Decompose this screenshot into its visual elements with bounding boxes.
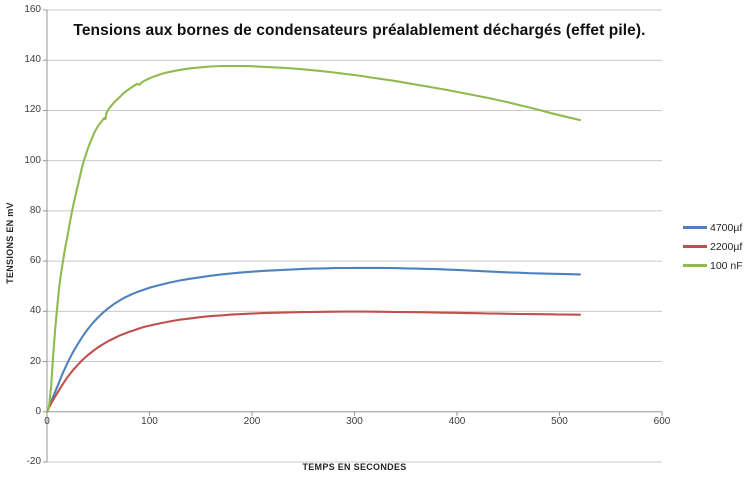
x-tick-label: 400 [448, 416, 466, 427]
x-tick-label: 100 [141, 416, 158, 427]
legend-item: 4700µf [683, 218, 743, 237]
y-tick-label: 160 [24, 4, 41, 15]
y-tick-label: 120 [24, 104, 41, 116]
x-tick-label: 300 [346, 416, 363, 427]
legend-swatch [683, 245, 707, 248]
y-tick-label: 20 [29, 355, 41, 367]
y-tick-label: 0 [35, 405, 41, 417]
legend: 4700µf 2200µf 100 nF [683, 218, 743, 275]
y-tick-label: 140 [24, 54, 41, 66]
legend-item: 100 nF [683, 256, 743, 275]
y-tick-label: 40 [29, 305, 41, 317]
x-tick-label: 600 [653, 416, 671, 427]
x-axis-title: TEMPS EN SECONDES [302, 462, 407, 472]
legend-label: 4700µf [710, 221, 743, 234]
legend-item: 2200µf [683, 237, 743, 256]
x-tick-label: 0 [44, 416, 50, 427]
y-tick-label: 80 [29, 204, 41, 216]
y-tick-label: 100 [24, 154, 41, 166]
legend-label: 100 nF [710, 259, 743, 272]
legend-label: 2200µf [710, 240, 743, 253]
x-tick-label: 500 [551, 416, 568, 427]
legend-swatch [683, 226, 707, 229]
series-line-2200µf [45, 310, 582, 413]
chart-title: Tensions aux bornes de condensateurs pré… [73, 22, 646, 39]
series-line-4700µf [45, 266, 582, 413]
y-tick-label: -20 [26, 456, 41, 467]
series-line-100-nF [45, 64, 582, 413]
x-tick-label: 200 [243, 416, 261, 427]
y-tick-label: 60 [29, 255, 41, 267]
legend-swatch [683, 264, 707, 267]
